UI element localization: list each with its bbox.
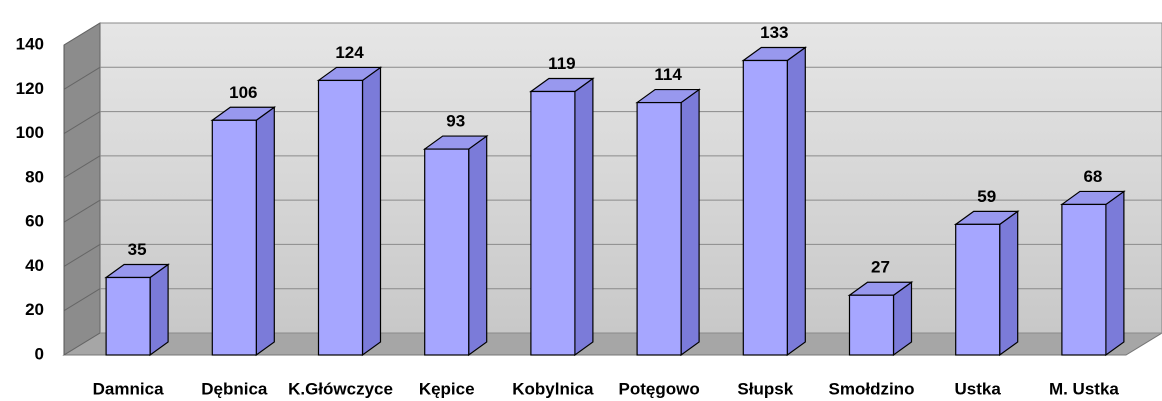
x-tick-label: Kępice xyxy=(419,379,475,398)
grid-line xyxy=(63,66,101,90)
value-label: 106 xyxy=(229,83,257,102)
value-label: 93 xyxy=(446,112,465,131)
bar-front xyxy=(317,79,364,356)
x-tick-label: Potęgowo xyxy=(618,379,699,398)
bar-side xyxy=(149,263,169,357)
side-wall xyxy=(63,22,101,356)
y-tick-label: 40 xyxy=(25,256,44,275)
value-label: 35 xyxy=(128,240,147,259)
x-tick-label: M. Ustka xyxy=(1049,379,1119,398)
value-label: 27 xyxy=(871,258,890,277)
bar xyxy=(635,88,701,357)
x-tick-label: Damnica xyxy=(93,379,164,398)
bar-front xyxy=(211,119,257,356)
x-tick-label: K.Główczyce xyxy=(288,379,393,398)
x-tick-label: Smołdzino xyxy=(829,379,915,398)
grid-line xyxy=(63,199,101,223)
bar-side xyxy=(468,134,488,357)
grid-line xyxy=(63,288,101,312)
y-tick-label: 60 xyxy=(25,212,44,231)
value-label: 68 xyxy=(1083,167,1102,186)
bar-front xyxy=(636,101,682,356)
bar xyxy=(210,106,277,357)
y-tick-label: 140 xyxy=(16,34,44,53)
bar-front xyxy=(848,294,895,356)
bar-side xyxy=(574,77,594,357)
bar xyxy=(529,77,595,357)
grid-line xyxy=(63,111,101,134)
bar-front xyxy=(105,276,151,356)
y-tick-label: 80 xyxy=(25,167,44,186)
y-tick-label: 120 xyxy=(16,79,44,98)
y-tick-label: 100 xyxy=(16,123,44,142)
value-label: 133 xyxy=(760,23,788,42)
value-label: 114 xyxy=(654,65,682,84)
bar-side xyxy=(1105,190,1125,357)
bar-side xyxy=(255,106,275,357)
x-tick-label: Ustka xyxy=(955,379,1002,398)
value-label: 59 xyxy=(977,187,996,206)
x-tick-label: Słupsk xyxy=(737,379,793,398)
bar-side xyxy=(999,210,1019,357)
grid-line xyxy=(63,332,101,356)
y-tick-label: 0 xyxy=(35,344,44,363)
y-tick-label: 20 xyxy=(25,300,44,319)
bar xyxy=(316,66,383,357)
bar-side xyxy=(680,88,700,357)
bar xyxy=(422,134,489,357)
bar xyxy=(104,263,170,357)
value-label: 124 xyxy=(335,43,364,62)
bar-side xyxy=(361,66,382,357)
bar-front xyxy=(955,223,1001,356)
bar-front xyxy=(424,148,470,356)
value-label: 119 xyxy=(548,54,575,73)
grid-line xyxy=(63,22,101,46)
bar xyxy=(741,46,808,357)
bar-side xyxy=(786,46,806,357)
grid-line xyxy=(63,244,101,267)
bar-front xyxy=(742,59,788,356)
x-tick-label: Kobylnica xyxy=(512,379,594,398)
grid-line xyxy=(63,155,101,179)
bar xyxy=(847,281,914,357)
bar-front xyxy=(1061,203,1107,356)
bar xyxy=(953,210,1020,357)
bar xyxy=(1060,190,1126,357)
x-tick-label: Dębnica xyxy=(201,379,268,398)
bar-front xyxy=(530,90,576,356)
